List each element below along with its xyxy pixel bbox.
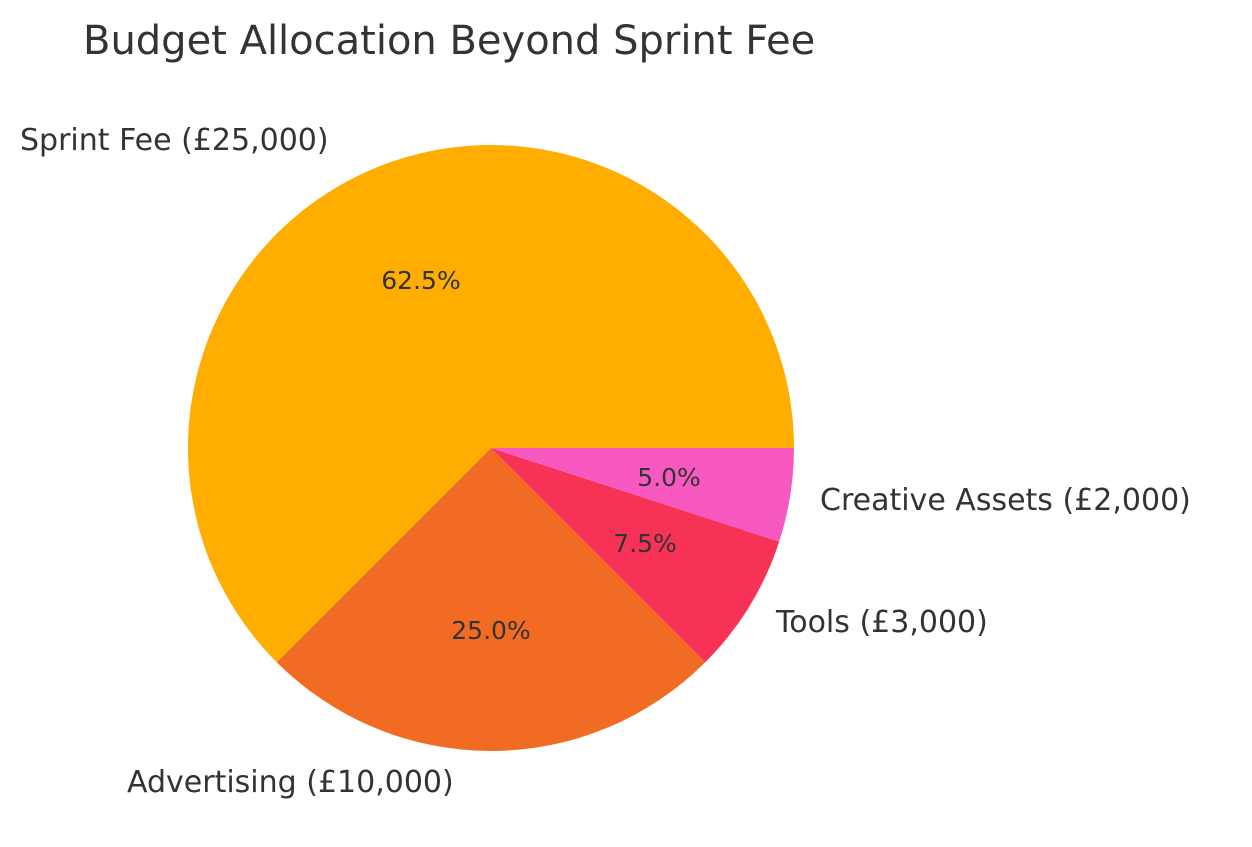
pct-advertising: 25.0% xyxy=(451,616,530,645)
pie-slices xyxy=(188,145,795,751)
label-sprint-fee: Sprint Fee (£25,000) xyxy=(20,123,329,158)
slice-creative-assets xyxy=(491,448,795,542)
slice-advertising xyxy=(276,448,706,751)
pct-tools: 7.5% xyxy=(613,529,677,558)
label-creative-assets: Creative Assets (£2,000) xyxy=(820,483,1191,518)
pct-creative-assets: 5.0% xyxy=(637,463,701,492)
label-advertising: Advertising (£10,000) xyxy=(127,765,454,800)
slice-sprint-fee xyxy=(188,145,795,663)
chart-title: Budget Allocation Beyond Sprint Fee xyxy=(83,18,815,64)
pct-sprint-fee: 62.5% xyxy=(381,266,460,295)
slice-tools xyxy=(491,448,780,663)
label-tools: Tools (£3,000) xyxy=(775,605,988,640)
